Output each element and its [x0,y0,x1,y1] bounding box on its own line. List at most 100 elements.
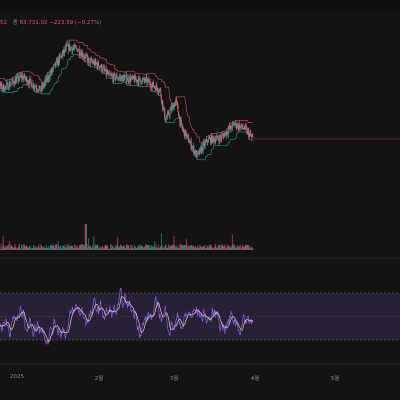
volume-bar [66,247,68,250]
volume-bar [161,233,162,250]
volume-bar [190,245,192,250]
volume-bar [239,245,240,250]
candle-body [12,79,14,82]
volume-bar [236,246,238,250]
volume-bar [7,246,9,250]
volume-bar [5,248,7,250]
volume-bar [102,247,104,250]
candle-body [178,111,180,118]
volume-bar [245,245,247,250]
volume-bar [209,245,211,250]
volume-bar [233,244,235,250]
volume-bar [161,245,163,250]
top-toolbar [0,0,400,9]
volume-bar [182,246,184,250]
volume-bar [226,246,228,250]
candle-body [229,127,231,129]
candle-body [206,139,208,142]
volume-bar [7,244,9,250]
candle-body [220,137,222,140]
volume-bar [121,246,123,250]
candle-body [201,147,203,153]
candle-body [158,89,160,92]
candle-body [219,136,221,142]
candle-body [175,99,177,103]
candle-body [129,77,131,82]
volume-bar [35,246,37,250]
candle-body [145,77,147,79]
candle-body [132,75,134,78]
volume-bar [108,248,110,250]
candle-body [107,72,109,75]
volume-bar [155,247,156,250]
volume-bar [2,247,3,250]
candle-body [230,125,232,129]
candle-body [205,141,207,143]
candle-body [194,150,195,154]
candle-body [215,139,217,143]
candle-body [139,77,141,78]
candle-body [108,72,110,74]
candle-body [167,111,169,114]
candle-body [244,125,246,129]
candle-body [103,67,105,69]
volume-bar [223,246,225,250]
candle-body [149,81,151,85]
candle-body [214,139,216,143]
volume-bar [47,247,48,250]
volume-bar [178,247,180,250]
volume-bar [35,247,36,250]
volume-bar [1,248,3,250]
candle-body [23,74,25,78]
volume-bar [145,244,146,250]
candle-body [172,105,174,107]
volume-bar [13,248,15,250]
volume-bar [100,248,102,250]
candle-body [184,130,186,137]
volume-bar [104,245,106,250]
volume-bar [180,244,182,250]
volume-bar [134,246,136,250]
candle-body [140,80,142,84]
volume-bar [192,246,193,250]
volume-bar [153,246,154,250]
volume-bar [0,243,2,250]
candle-body [165,118,167,122]
candle-body [85,55,87,57]
volume-bar [51,245,52,250]
candle-body [168,111,170,115]
candle-body [31,82,33,87]
candle-body [234,124,236,126]
volume-bar [191,245,193,250]
volume-bar [229,246,231,250]
volume-bar [132,248,134,250]
candle-body [222,134,224,136]
candle-body [228,127,230,130]
volume-bar [216,246,218,250]
candle-body [206,139,207,142]
volume-bar [228,247,230,250]
candle-body [150,84,152,88]
volume-bar [61,248,63,250]
volume-bar [133,244,135,250]
volume-bar [193,246,195,250]
volume-bar [156,248,158,250]
candle-body [193,146,195,154]
volume-bar [25,245,27,250]
volume-bar [118,248,120,250]
candle-body [129,77,131,82]
candle-body [110,75,112,76]
candle-body [115,75,117,78]
candle-body [134,76,136,82]
volume-bar [96,244,97,250]
candle-body [136,79,138,82]
candle-body [182,126,184,130]
candle-body [123,76,125,81]
candle-body [139,77,141,81]
candle-body [241,124,243,128]
volume-bar [83,245,85,250]
volume-bar [117,236,119,250]
volume-bar [102,245,103,250]
candle-body [41,85,43,89]
